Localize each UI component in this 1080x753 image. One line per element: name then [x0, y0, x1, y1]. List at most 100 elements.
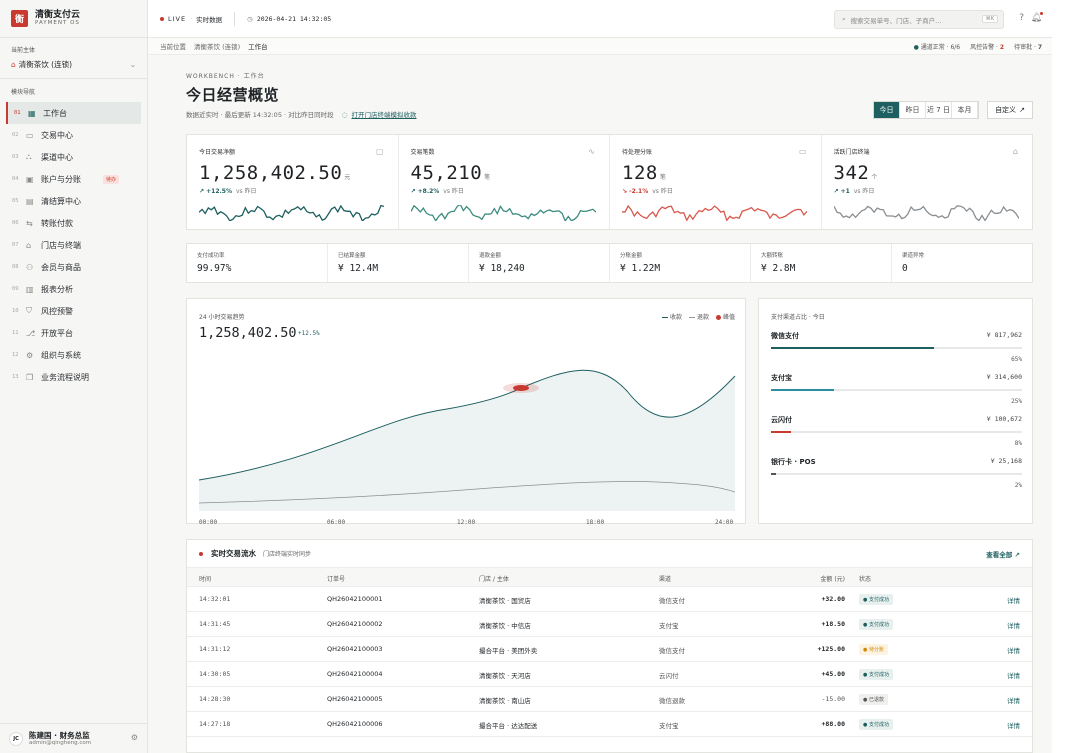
metric-cell[interactable]: 渠道异常 0	[892, 244, 1032, 282]
store-icon: ⌂	[11, 59, 16, 69]
live-label: LIVE	[168, 14, 187, 23]
table-row[interactable]: 14:32:01 QH26042100001 清衡茶饮 · 国贸店 微信支付 +32.0…	[187, 587, 1032, 612]
sidebar-item-11[interactable]: 11 ⎇ 开放平台	[0, 322, 147, 344]
channel-status[interactable]: ● 通道正常 · 6/6	[913, 44, 961, 51]
pending-approvals[interactable]: 待审批 · 7	[1014, 42, 1042, 51]
sidebar-item-2[interactable]: 02 ▭ 交易中心	[0, 124, 147, 146]
share-percent: 2%	[1014, 482, 1022, 489]
bell-icon[interactable]: 🔔︎	[1030, 12, 1043, 23]
trend-legend: 收款 退款 峰值	[661, 312, 735, 321]
settings-icon[interactable]: ⚙	[130, 733, 138, 742]
row-detail-link[interactable]: 详情	[1007, 622, 1020, 630]
share-bar	[771, 347, 1022, 349]
risk-label: 风控告警 ·	[970, 44, 998, 51]
store-icon: ⌂	[1012, 147, 1018, 156]
sidebar-item-4[interactable]: 04 ▣ 账户与分账 待办	[0, 168, 147, 190]
metric-cell[interactable]: 大额转账 ¥ 2.8M	[751, 244, 892, 282]
table-row[interactable]: 14:31:12 QH26042100003 撮合平台 · 美团外卖 微信支付 +125…	[187, 637, 1032, 662]
sidebar: 衡 清衡支付云 PAYMENT OS 当前主体 ⌂ 清衡茶饮 (连锁) ⌄ 模块导…	[0, 0, 148, 753]
kpi-cards: 今日交易净额 1,258,402.50 元 ↗ +12.5% vs 昨日 ▢ 交易笔数 45,…	[186, 134, 1033, 230]
pending-label: 待审批 ·	[1014, 44, 1036, 51]
row-detail-link[interactable]: 详情	[1007, 722, 1020, 730]
kpi-label: 今日交易净额	[199, 149, 236, 156]
chart-icon: ▥	[26, 284, 34, 294]
kpi-card[interactable]: 待处理分账 128 笔 ↘ -2.1% vs 昨日 ▭	[610, 135, 822, 229]
row-detail-link[interactable]: 详情	[1007, 647, 1020, 655]
channel-share-card: 支付渠道占比 · 今日 微信支付 ¥ 817,962 65% 支付宝 ¥ 314,600…	[758, 298, 1033, 524]
sidebar-item-6[interactable]: 06 ⇆ 转账付款	[0, 212, 147, 234]
transactions-table: 实时交易流水 门店终端实时同步 查看全部 ↗ 时间 订单号 门店 / 主体 渠道 金额 …	[186, 539, 1033, 753]
row-detail-link[interactable]: 详情	[1007, 597, 1020, 605]
status-text: 支付成功	[868, 722, 889, 728]
metric-label: 支付成功率	[197, 253, 225, 259]
risk-alerts[interactable]: 风控告警 · 2	[970, 42, 1004, 51]
brand[interactable]: 衡 清衡支付云 PAYMENT OS	[0, 0, 147, 38]
sidebar-item-1[interactable]: 01 ▦ 工作台	[6, 102, 141, 124]
column-header: 渠道	[659, 576, 672, 583]
table-row[interactable]: 14:31:45 QH26042100002 清衡茶饮 · 中信店 支付宝 +18.50…	[187, 612, 1032, 637]
sidebar-item-8[interactable]: 08 ⚇ 会员与商品	[0, 256, 147, 278]
help-icon[interactable]: ?	[1019, 13, 1024, 23]
metric-cell[interactable]: 支付成功率 99.97%	[187, 244, 328, 282]
breadcrumb-label: 当前位置	[160, 43, 186, 51]
table-row[interactable]: 14:28:30 QH26042100005 清衡茶饮 · 南山店 微信退款 -15.0…	[187, 687, 1032, 712]
nav-item-label: 组织与系统	[41, 350, 81, 360]
kpi-label: 待处理分账	[622, 149, 653, 156]
nav-item-number: 09	[12, 286, 19, 292]
kpi-vs: vs 昨日	[853, 188, 875, 195]
share-row[interactable]: 支付宝 ¥ 314,600 25%	[771, 373, 1022, 405]
status-badge: ● 支付成功	[859, 669, 893, 680]
share-row[interactable]: 云闪付 ¥ 100,672 8%	[771, 415, 1022, 447]
row-detail-link[interactable]: 详情	[1007, 672, 1020, 680]
kpi-card[interactable]: 活跃门店终端 342 个 ↗ +1 vs 昨日 ⌂	[822, 135, 1033, 229]
row-time: 14:30:05	[199, 670, 231, 678]
range-tab-2[interactable]: 昨日	[900, 102, 926, 118]
sidebar-item-10[interactable]: 10 ⛉ 风控预警	[0, 300, 147, 322]
share-row[interactable]: 微信支付 ¥ 817,962 65%	[771, 331, 1022, 363]
range-tab-3[interactable]: 近 7 日	[926, 102, 952, 118]
kpi-card[interactable]: 今日交易净额 1,258,402.50 元 ↗ +12.5% vs 昨日 ▢	[187, 135, 399, 229]
range-tab-1[interactable]: 今日	[874, 102, 900, 118]
page-subtitle-text: 数据近实时 · 最后更新 14:32:05 · 对比昨日同时段	[186, 111, 334, 119]
table-row[interactable]: 14:30:05 QH26042100004 清衡茶饮 · 天河店 云闪付 +45.00…	[187, 662, 1032, 687]
custom-range-button[interactable]: 自定义 ↗	[987, 101, 1033, 119]
risk-count: 2	[999, 44, 1005, 51]
table-row[interactable]: 14:27:18 QH26042100006 撮合平台 · 达达配送 支付宝 +88.0…	[187, 712, 1032, 737]
metric-cell[interactable]: 已结算金额 ¥ 12.4M	[328, 244, 469, 282]
metric-cell[interactable]: 退款金额 ¥ 18,240	[469, 244, 610, 282]
nav-item-number: 01	[14, 110, 21, 116]
table-subtitle: 门店终端实时同步	[263, 551, 312, 558]
metric-cell[interactable]: 分账金额 ¥ 1.22M	[610, 244, 751, 282]
row-detail-link[interactable]: 详情	[1007, 697, 1020, 705]
trend-chart	[198, 369, 736, 511]
sidebar-item-13[interactable]: 13 ❐ 业务流程说明	[0, 366, 147, 388]
share-bar-fill	[771, 431, 792, 433]
share-row[interactable]: 银行卡 · POS ¥ 25,168 2%	[771, 457, 1022, 489]
metric-strip: 支付成功率 99.97% 已结算金额 ¥ 12.4M 退款金额 ¥ 18,240 分账金额 ¥…	[186, 243, 1033, 283]
sidebar-item-7[interactable]: 07 ⌂ 门店与终端	[0, 234, 147, 256]
sidebar-item-5[interactable]: 05 ▤ 清结算中心	[0, 190, 147, 212]
row-amount: +45.00	[821, 670, 845, 678]
legend-peak[interactable]: 峰值	[715, 312, 735, 321]
sidebar-item-12[interactable]: 12 ⚙ 组织与系统	[0, 344, 147, 366]
open-terminal-link[interactable]: 打开门店终端模拟收款	[351, 111, 417, 119]
metric-value: ¥ 1.22M	[620, 263, 661, 274]
entity-selector[interactable]: ⌂ 清衡茶饮 (连锁) ⌄	[11, 56, 136, 72]
view-all-link[interactable]: 查看全部 ↗	[986, 549, 1020, 559]
kpi-card[interactable]: 交易笔数 45,210 笔 ↗ +8.2% vs 昨日 ∿	[399, 135, 610, 229]
pending-count: 7	[1037, 44, 1042, 51]
user-card[interactable]: JC 陈建国 · 财务总监 admin@qingheng.com ⚙	[0, 723, 148, 753]
legend-refund[interactable]: 退款	[688, 312, 709, 321]
nav-item-label: 报表分析	[41, 284, 73, 294]
page-eyebrow: WORKBENCH · 工作台	[186, 73, 265, 80]
legend-income[interactable]: 收款	[661, 312, 682, 321]
kpi-sparkline	[410, 205, 596, 221]
breadcrumb-parent[interactable]: 清衡茶饮 (连锁)	[194, 43, 241, 51]
kpi-delta-row: ↗ +12.5% vs 昨日	[199, 186, 398, 195]
search-input[interactable]: ⌕ 搜索交易单号、门店、子商户… ⌘K	[834, 10, 1004, 29]
sidebar-item-9[interactable]: 09 ▥ 报表分析	[0, 278, 147, 300]
nav-item-label: 账户与分账	[41, 174, 81, 184]
range-tab-4[interactable]: 本月	[952, 102, 978, 118]
sidebar-item-3[interactable]: 03 ⛬ 渠道中心	[0, 146, 147, 168]
kpi-value: 45,210	[410, 162, 483, 184]
